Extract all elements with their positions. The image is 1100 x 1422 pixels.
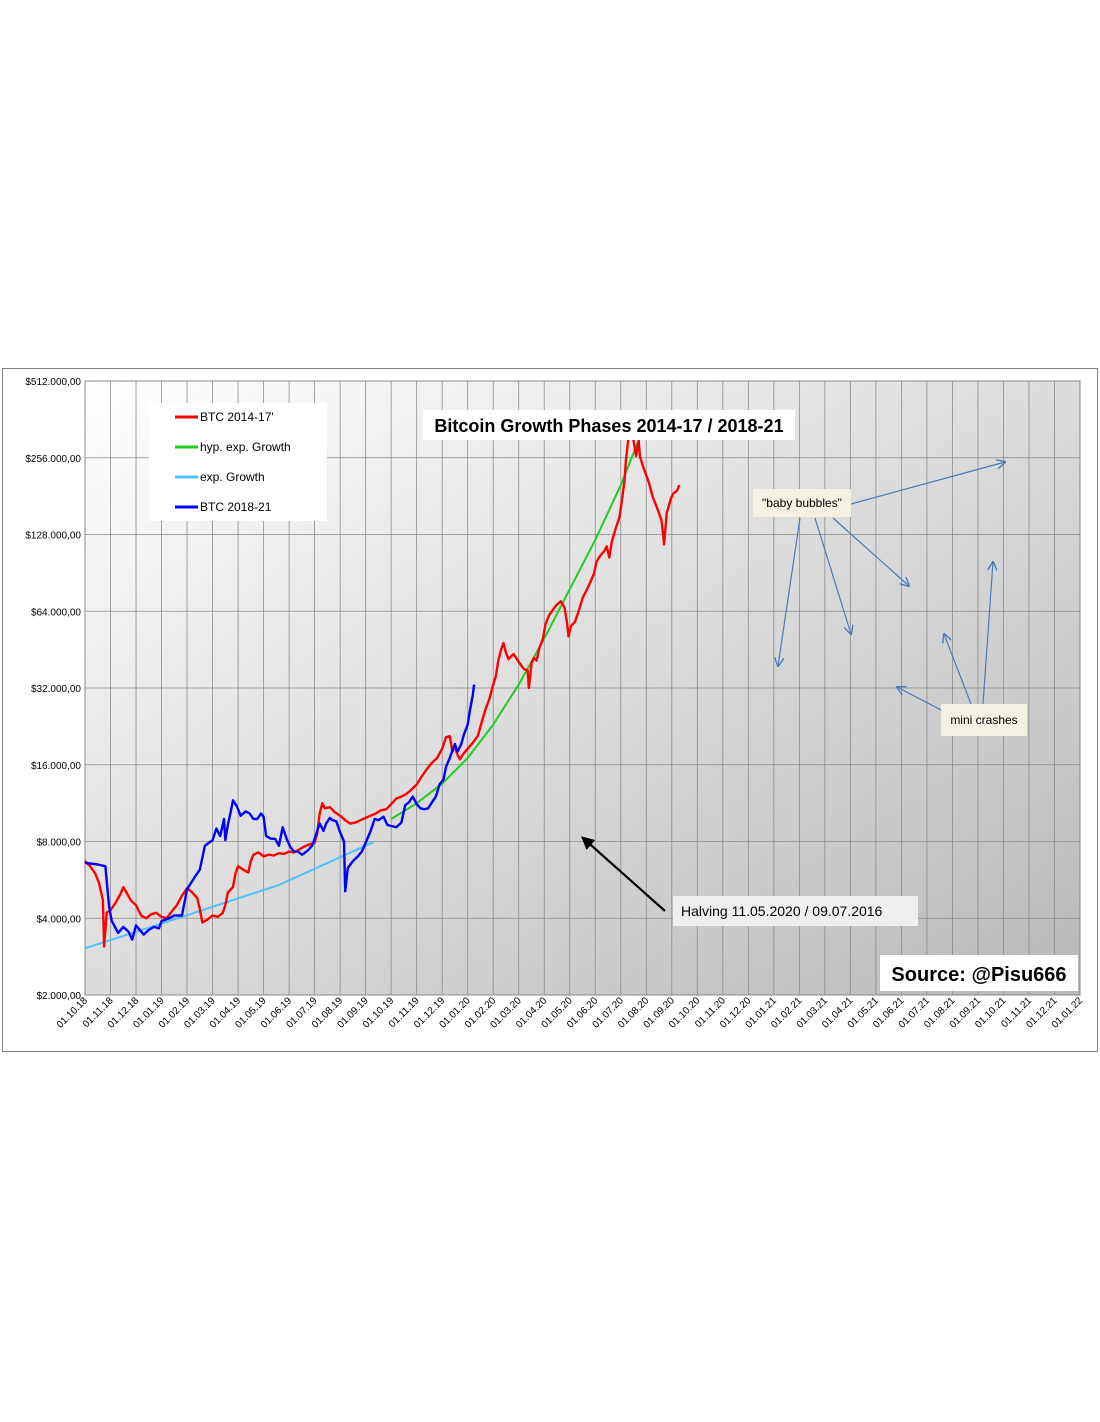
chart-frame: $2.000,00 $4.000,00 $8.000,00 $16.000,00 $32… bbox=[2, 368, 1098, 1052]
baby-bubbles-box bbox=[753, 489, 851, 517]
baby-bubbles-arrow-3 bbox=[832, 517, 909, 586]
y-tick-label: $4.000,00 bbox=[37, 914, 82, 925]
baby-bubbles-label: "baby bubbles" bbox=[762, 496, 842, 510]
y-tick-label: $256.000,00 bbox=[25, 454, 81, 465]
baby-bubbles-arrow-2 bbox=[814, 517, 851, 634]
series-line-btc-2014-17 bbox=[84, 428, 681, 948]
series-layer bbox=[84, 419, 681, 950]
y-tick-label: $512.000,00 bbox=[25, 377, 81, 388]
mini-crashes-label: mini crashes bbox=[950, 713, 1017, 727]
title-box bbox=[423, 410, 795, 440]
baby-bubbles-arrow-1 bbox=[778, 517, 801, 666]
baby-bubbles-arrow-4 bbox=[850, 462, 1005, 505]
y-tick-label: $128.000,00 bbox=[25, 531, 81, 542]
mini-crashes-arrow-3 bbox=[982, 562, 993, 705]
annotation-arrows bbox=[778, 462, 1005, 712]
legend: BTC 2014-17' hyp. exp. Growth exp. Growt… bbox=[149, 403, 327, 521]
chart-title: Bitcoin Growth Phases 2014-17 / 2018-21 bbox=[434, 416, 783, 436]
y-tick-label: $2.000,00 bbox=[37, 991, 82, 1002]
source-box bbox=[880, 955, 1078, 991]
series-line-btc-2018-21 bbox=[84, 684, 476, 941]
mini-crashes-box bbox=[941, 704, 1027, 736]
y-axis: $2.000,00 $4.000,00 $8.000,00 $16.000,00 $32… bbox=[25, 377, 81, 1002]
halving-arrow bbox=[581, 836, 666, 912]
y-tick-label: $64.000,00 bbox=[31, 607, 81, 618]
halving-box bbox=[673, 896, 918, 926]
y-tick-label: $32.000,00 bbox=[31, 684, 81, 695]
grid-layer bbox=[84, 380, 1081, 996]
legend-label-exp-growth: exp. Growth bbox=[200, 470, 265, 484]
y-tick-label: $16.000,00 bbox=[31, 761, 81, 772]
chart-svg: $2.000,00 $4.000,00 $8.000,00 $16.000,00 $32… bbox=[25, 377, 1086, 1031]
legend-label-btc-2014-17: BTC 2014-17' bbox=[200, 410, 274, 424]
mini-crashes-arrow-1 bbox=[897, 687, 944, 712]
halving-label: Halving 11.05.2020 / 09.07.2016 bbox=[681, 903, 883, 919]
legend-label-hyp-exp-growth: hyp. exp. Growth bbox=[200, 440, 291, 454]
x-axis: 01.10.1801.11.1801.12.1801.01.1901.02.19… bbox=[55, 995, 1086, 1031]
mini-crashes-arrow-2 bbox=[944, 634, 972, 705]
legend-box bbox=[149, 403, 327, 521]
legend-label-btc-2018-21: BTC 2018-21 bbox=[200, 500, 272, 514]
y-tick-label: $8.000,00 bbox=[37, 838, 82, 849]
source-label: Source: @Pisu666 bbox=[891, 964, 1066, 986]
